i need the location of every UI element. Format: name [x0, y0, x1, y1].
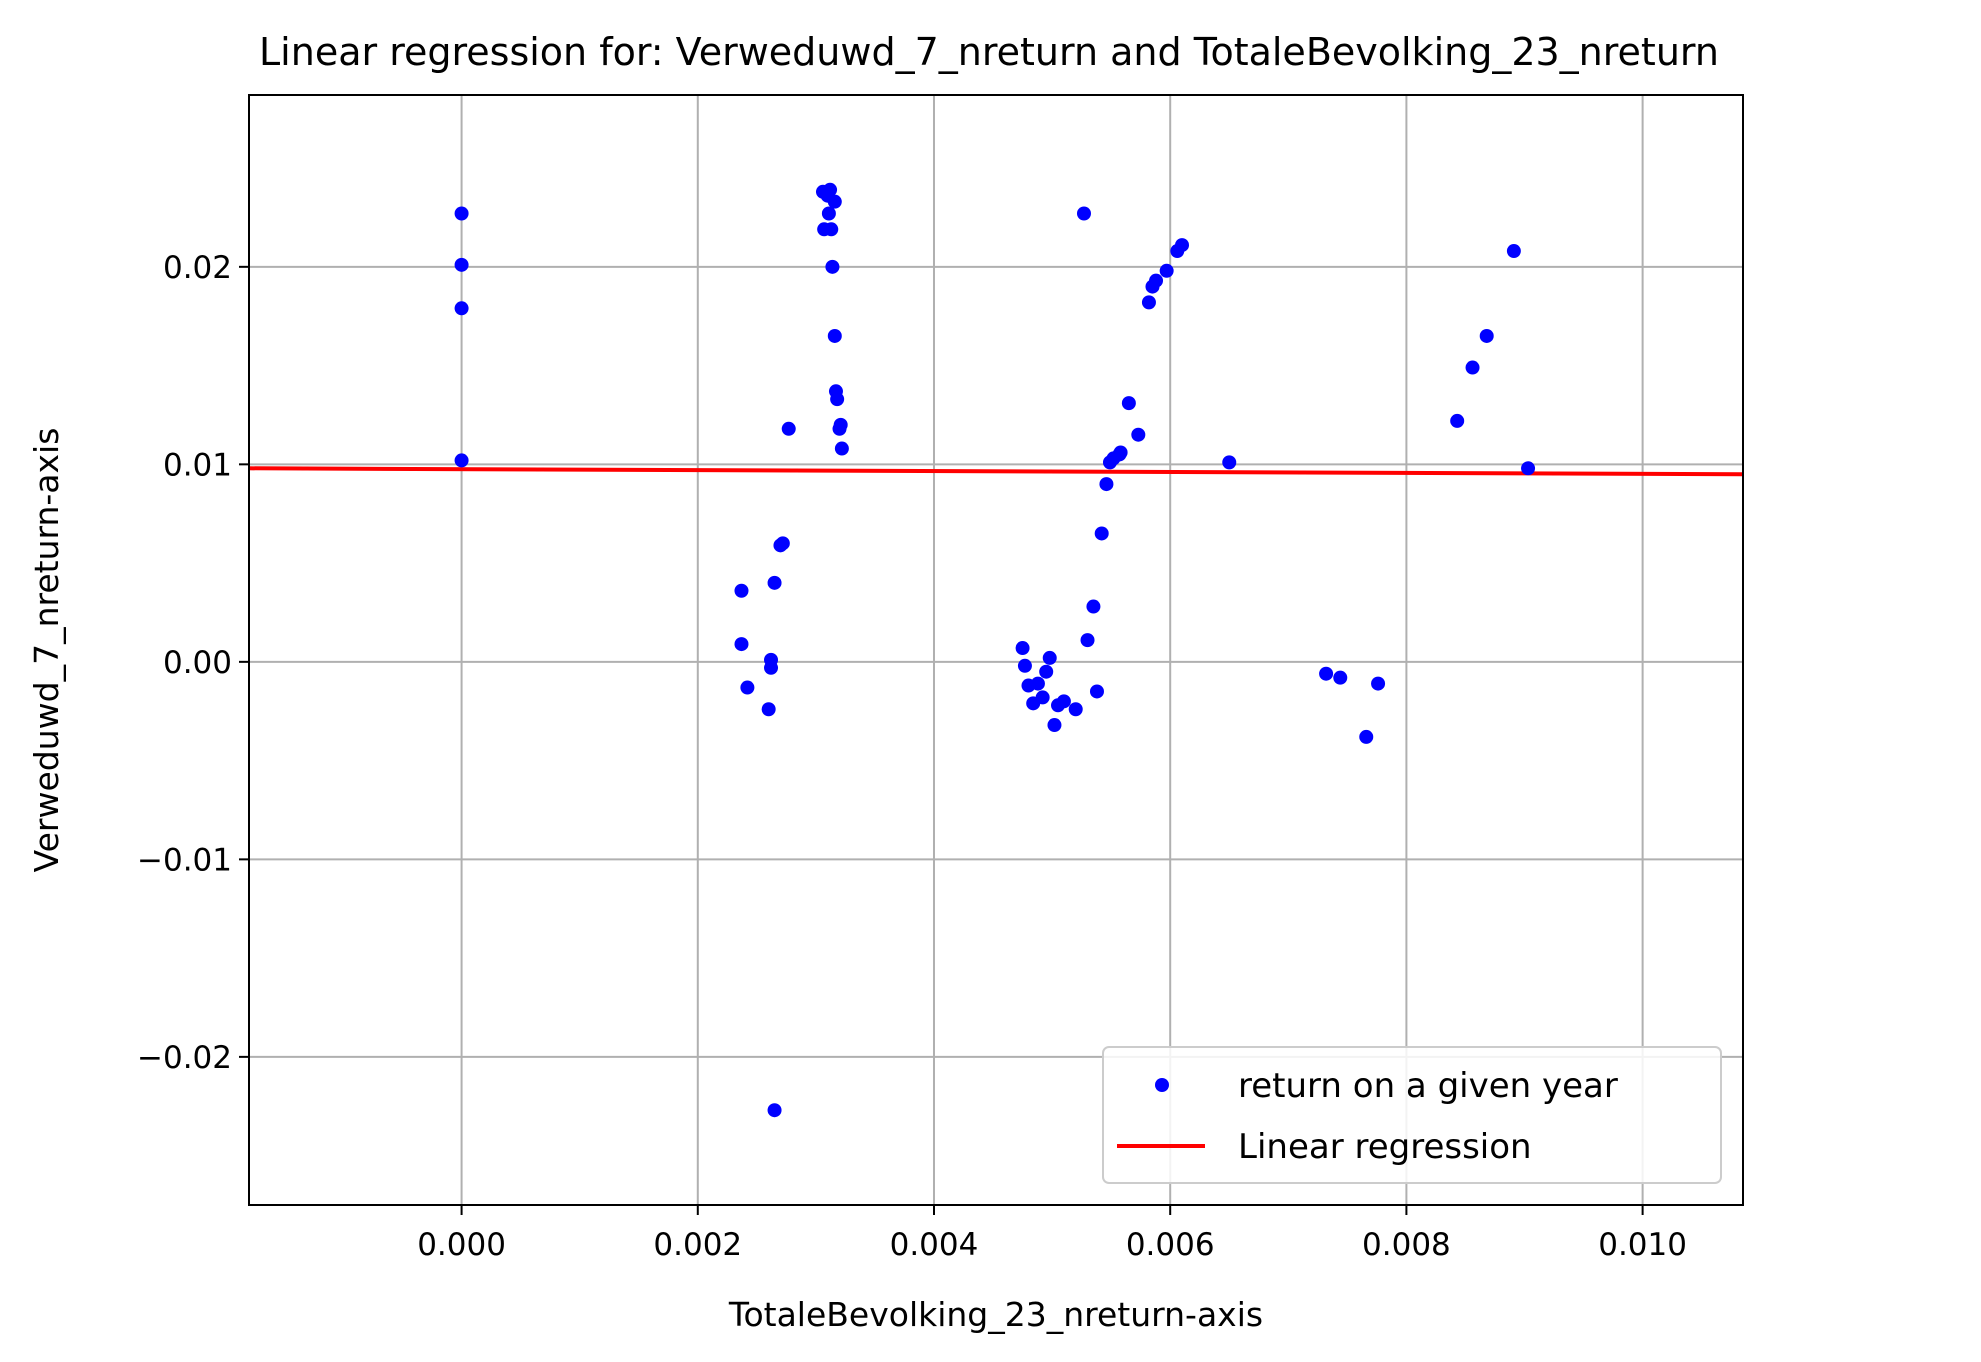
x-tick-label: 0.010	[1598, 1227, 1687, 1263]
data-point	[1056, 694, 1071, 709]
x-tick-label: 0.002	[653, 1227, 742, 1263]
x-tick-label: 0.008	[1362, 1227, 1451, 1263]
data-point	[1030, 676, 1045, 691]
data-point	[830, 392, 845, 407]
x-tick-label: 0.004	[890, 1227, 979, 1263]
data-point	[1371, 676, 1386, 691]
data-point	[1465, 360, 1480, 375]
data-point	[1035, 690, 1050, 705]
legend-label-scatter: return on a given year	[1238, 1066, 1618, 1106]
legend-scatter-marker	[1155, 1078, 1169, 1092]
data-point	[740, 680, 755, 695]
data-point	[1149, 273, 1164, 288]
legend-label-regression: Linear regression	[1238, 1127, 1532, 1167]
data-point	[1319, 666, 1334, 681]
data-point	[454, 453, 469, 468]
y-axis-label: Verweduwd_7_nreturn-axis	[27, 428, 66, 873]
data-point	[734, 583, 749, 598]
data-point	[1479, 328, 1494, 343]
x-axis-label: TotaleBevolking_23_nreturn-axis	[728, 1295, 1263, 1334]
data-point	[832, 421, 847, 436]
data-point	[454, 206, 469, 221]
x-tick-label: 0.000	[417, 1227, 506, 1263]
regression-series	[248, 466, 1744, 477]
data-point	[1450, 413, 1465, 428]
data-point	[1159, 263, 1174, 278]
data-point	[761, 702, 776, 717]
data-point	[775, 536, 790, 551]
y-tick-label: 0.01	[163, 447, 232, 483]
x-tick-label: 0.006	[1126, 1227, 1215, 1263]
data-point	[1506, 244, 1521, 259]
legend-box	[1102, 1046, 1722, 1184]
y-tick-label: −0.01	[137, 842, 232, 878]
data-point	[1359, 729, 1374, 744]
data-point	[454, 257, 469, 272]
chart-title: Linear regression for: Verweduwd_7_nretu…	[259, 30, 1719, 74]
data-point	[767, 1103, 782, 1118]
data-point	[454, 301, 469, 316]
data-point	[1017, 658, 1032, 673]
y-axis-ticks: −0.02 −0.01 0.00 0.01 0.02	[137, 250, 249, 1076]
scatter-series	[454, 182, 1536, 1118]
data-point	[1094, 526, 1109, 541]
data-point	[1121, 396, 1136, 411]
plot-frame	[248, 94, 1744, 1206]
data-point	[1089, 684, 1104, 699]
data-point	[1222, 455, 1237, 470]
data-point	[1521, 461, 1536, 476]
data-point	[1080, 633, 1095, 648]
data-point	[1131, 427, 1146, 442]
data-point	[834, 441, 849, 456]
data-point	[1175, 238, 1190, 253]
data-point	[1141, 295, 1156, 310]
data-point	[1099, 477, 1114, 492]
data-point	[821, 206, 836, 221]
data-point	[827, 194, 842, 209]
data-point	[1086, 599, 1101, 614]
data-point	[1068, 702, 1083, 717]
data-point	[1333, 670, 1348, 685]
data-point	[1039, 664, 1054, 679]
y-tick-label: 0.00	[163, 645, 232, 681]
data-point	[827, 328, 842, 343]
regression-line	[248, 466, 1744, 477]
data-point	[764, 660, 779, 675]
data-point	[824, 222, 839, 237]
grid	[249, 95, 1743, 1205]
data-point	[825, 259, 840, 274]
data-point	[823, 182, 838, 197]
data-point	[781, 421, 796, 436]
data-point	[1015, 641, 1030, 656]
data-point	[767, 575, 782, 590]
legend: return on a given year Linear regression	[1102, 1046, 1722, 1184]
data-point	[1047, 718, 1062, 733]
data-point	[1076, 206, 1091, 221]
y-tick-label: −0.02	[137, 1040, 232, 1076]
data-point	[734, 637, 749, 652]
data-point	[1113, 445, 1128, 460]
y-tick-label: 0.02	[163, 250, 232, 286]
x-axis-ticks: 0.000 0.002 0.004 0.006 0.008 0.010	[417, 1205, 1687, 1263]
data-point	[1042, 650, 1057, 665]
